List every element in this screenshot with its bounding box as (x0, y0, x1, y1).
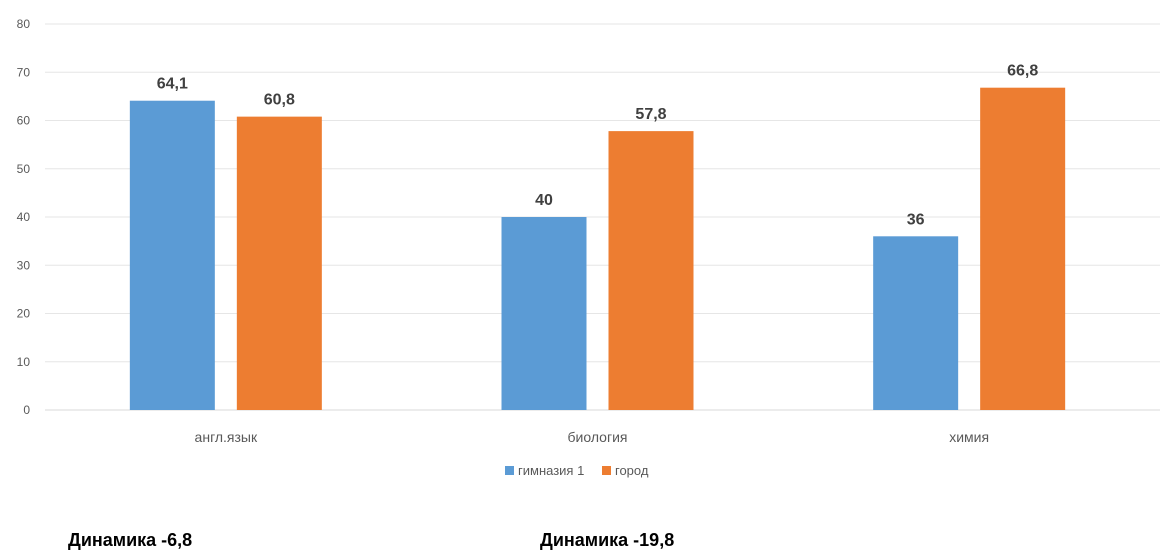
y-tick-label: 70 (17, 65, 31, 79)
y-tick-label: 10 (17, 355, 31, 369)
y-tick-label: 50 (17, 162, 31, 176)
data-label: 60,8 (264, 92, 295, 109)
bar (129, 100, 215, 410)
dynamics-note-2: Динамика -19,8 (540, 530, 675, 550)
legend-swatch (505, 466, 514, 475)
category-label: химия (949, 429, 989, 445)
bars (129, 87, 1066, 411)
data-label: 64,1 (157, 76, 188, 93)
y-tick-label: 40 (17, 210, 31, 224)
y-axis-ticks: 0 10 20 30 40 50 60 70 80 (17, 17, 31, 417)
data-label: 57,8 (635, 106, 666, 123)
category-label: англ.язык (195, 429, 258, 445)
legend: гимназия 1 город (505, 463, 649, 478)
data-label: 66,8 (1007, 63, 1038, 80)
x-axis-categories: англ.язык биология химия (195, 429, 990, 445)
bar (236, 116, 322, 410)
dynamics-note-1: Динамика -6,8 (68, 530, 193, 550)
y-tick-label: 80 (17, 17, 31, 31)
y-tick-label: 60 (17, 114, 31, 128)
y-tick-label: 0 (23, 403, 30, 417)
bar (980, 87, 1066, 410)
data-label: 40 (535, 192, 553, 209)
bar (608, 131, 694, 411)
data-labels: 64,1 60,8 40 57,8 36 66,8 (157, 63, 1039, 229)
legend-label: гимназия 1 (518, 463, 584, 478)
gridlines (45, 23, 1160, 411)
y-tick-label: 20 (17, 307, 31, 321)
legend-label: город (615, 463, 649, 478)
bar (501, 217, 587, 410)
data-label: 36 (907, 211, 925, 228)
legend-swatch (602, 466, 611, 475)
bar (873, 236, 959, 410)
category-label: биология (568, 429, 628, 445)
y-tick-label: 30 (17, 258, 31, 272)
